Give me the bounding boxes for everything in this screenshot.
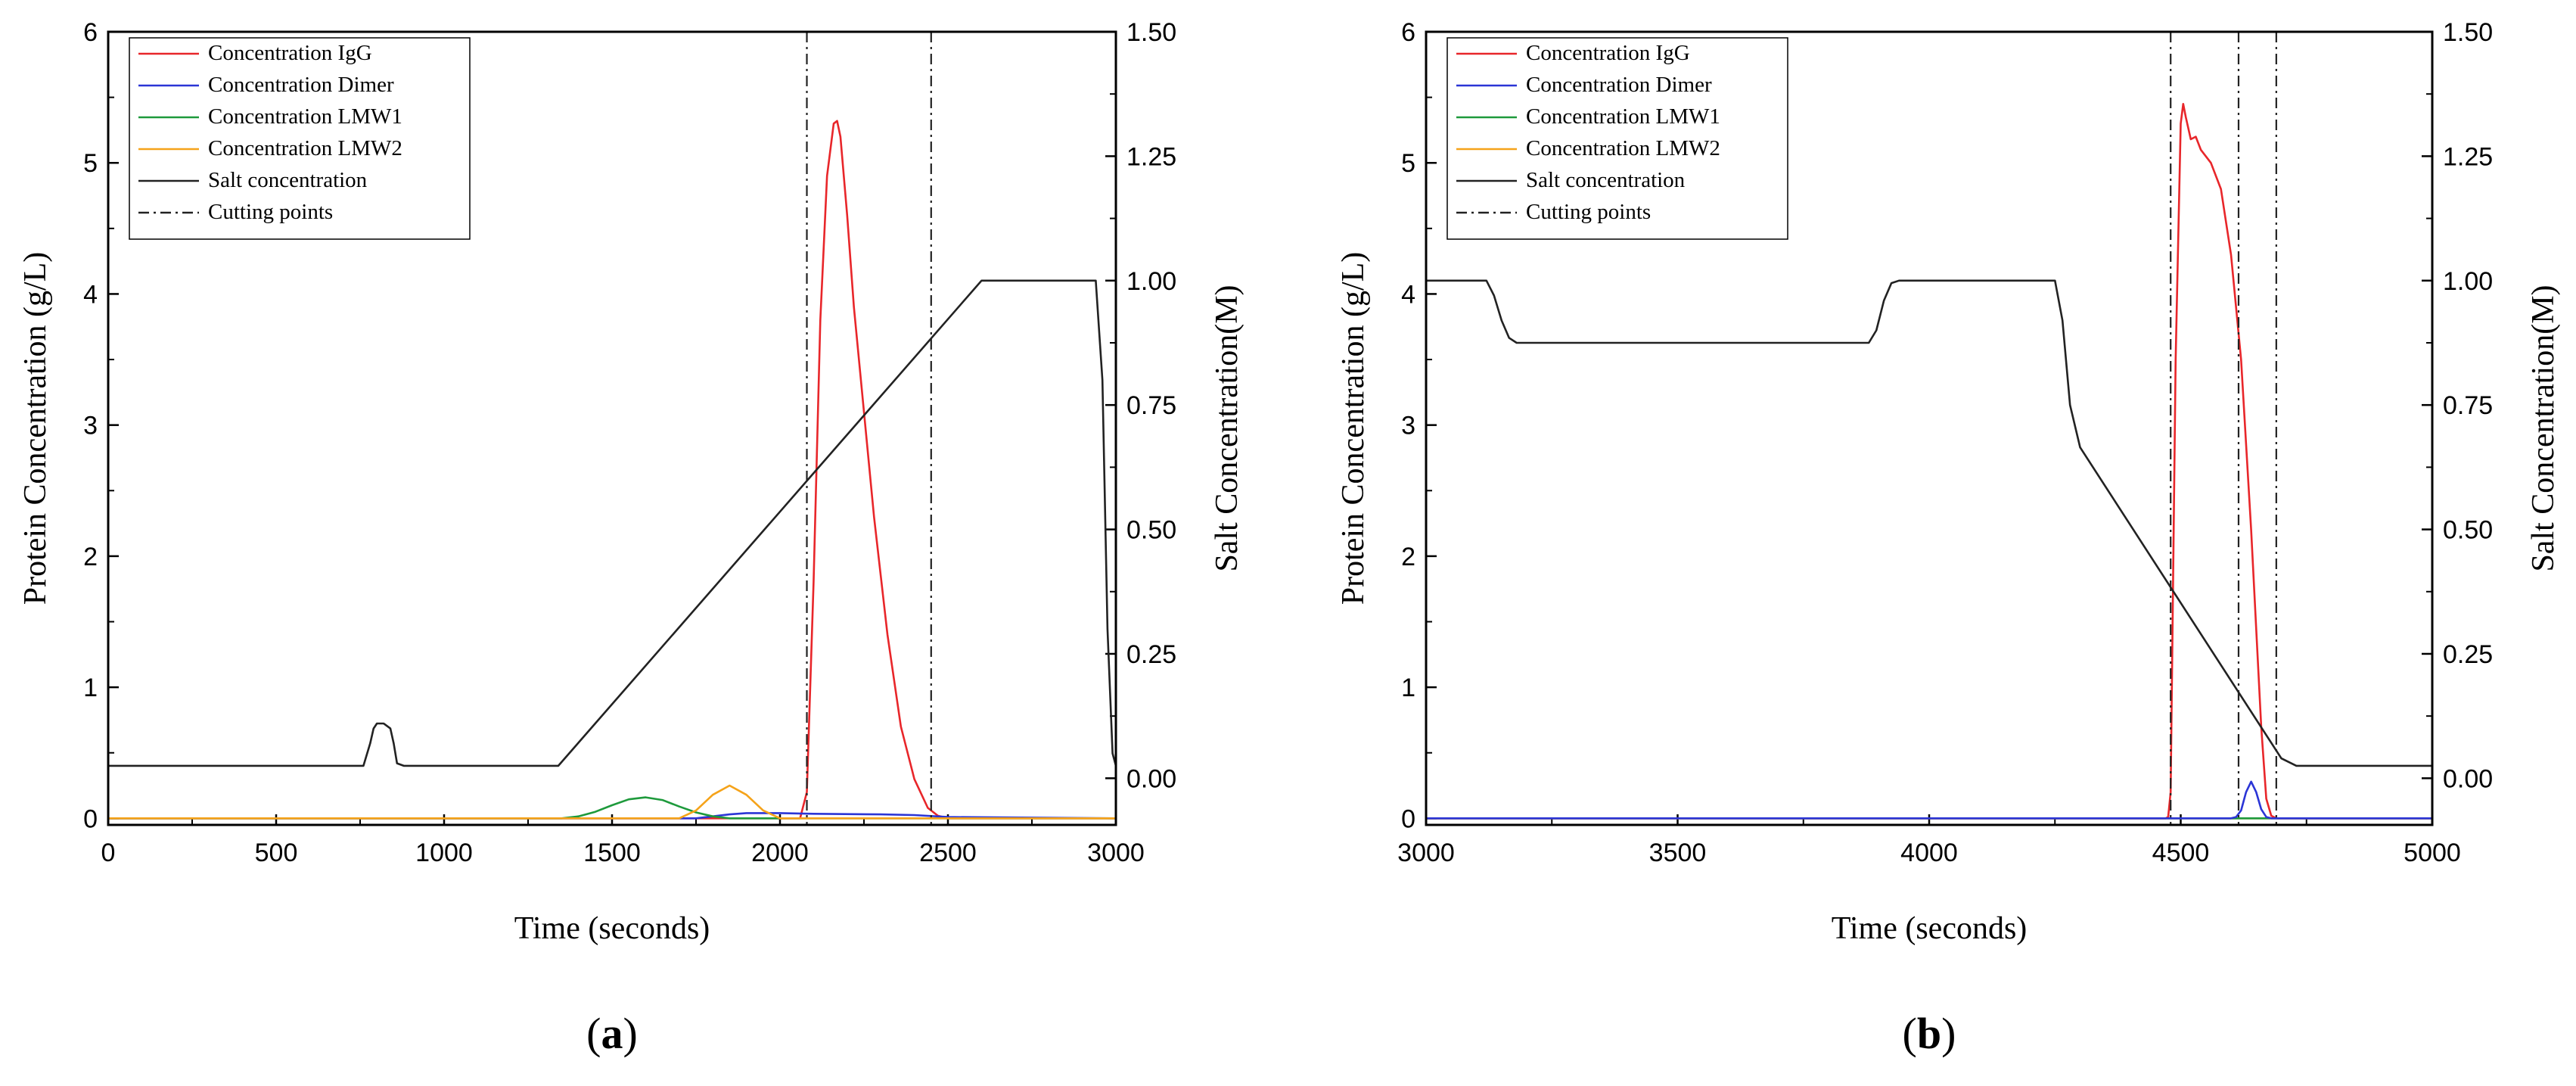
panel-a-y-tick-label: 4	[83, 280, 98, 309]
panel-a-legend-label: Cutting points	[208, 200, 333, 224]
panel-b-label-letter: b	[1917, 1009, 1941, 1058]
panel-a: 0 500 1000 1500 2000 2500 3000 0 1 2 3 4 5 6 0.00 0.25 0…	[18, 18, 1244, 1058]
panel-b-legend-label: Salt concentration	[1526, 168, 1686, 192]
panel-a-legend-label: Concentration Dimer	[208, 73, 394, 97]
panel-b-x-axis-title: Time (seconds)	[1832, 911, 2028, 946]
panel-a-y2-tick-label: 0.50	[1126, 516, 1176, 545]
panel-b-series-concentration-dimer	[1426, 780, 2432, 820]
panel-a-y-tick-label: 2	[83, 543, 98, 571]
panel-a-data	[108, 120, 1116, 820]
panel-a-y2-tick-label: 1.00	[1126, 267, 1176, 296]
panel-a-label-letter: a	[601, 1009, 623, 1058]
panel-a-series-concentration-dimer	[108, 812, 1116, 820]
panel-a-frame	[107, 30, 1117, 826]
panel-b-series-salt-concentration	[1426, 279, 2432, 767]
panel-b-data	[1426, 103, 2432, 820]
panel-b-y-tick-label: 0	[1401, 804, 1415, 833]
panel-a-y-tick-label: 1	[83, 674, 98, 702]
panel-b-x-tick-label: 3500	[1649, 839, 1707, 867]
panel-b-frame	[1425, 30, 2434, 826]
panel-a-x-tick-label: 1500	[583, 839, 641, 867]
panel-a-label-close: )	[623, 1009, 638, 1058]
panel-a-series-concentration-igg	[108, 120, 1116, 820]
panel-b-x-tick-label: 3000	[1397, 839, 1455, 867]
panel-b-x-tick-label: 4500	[2152, 839, 2210, 867]
panel-b-legend-label: Concentration Dimer	[1526, 73, 1712, 97]
panel-b-label-open: (	[1903, 1009, 1917, 1058]
panel-a-x-tick-label: 500	[255, 839, 298, 867]
panel-a-legend-label: Concentration LMW1	[208, 104, 402, 129]
panel-a-legend-label: Salt concentration	[208, 168, 368, 192]
panel-a-y-tick-label: 5	[83, 149, 98, 178]
panel-b-y-tick-label: 4	[1401, 280, 1415, 309]
panel-a-y2-tick-label: 0.25	[1126, 640, 1176, 669]
panel-a-x-axis-title: Time (seconds)	[514, 911, 710, 946]
panel-b-legend-label: Concentration IgG	[1526, 41, 1690, 65]
panel-b-y-axis-title: Protein Concentration (g/L)	[1336, 252, 1371, 605]
panel-b-legend-box	[1446, 37, 1788, 240]
panel-b-y-tick-label: 5	[1401, 149, 1415, 178]
panel-a-legend-box	[129, 37, 471, 240]
panel-a-x-tick-label: 2500	[919, 839, 977, 867]
panel-a-x-tick-label: 2000	[751, 839, 809, 867]
panel-b-legend-label: Concentration LMW1	[1526, 104, 1720, 129]
panel-b-label: (b)	[1903, 1009, 1956, 1058]
panel-b-y-tick-label: 6	[1401, 18, 1415, 47]
panel-a-y2-tick-label: 1.25	[1126, 142, 1176, 171]
panel-a-legend-label: Concentration LMW2	[208, 136, 402, 160]
panel-b-y2-tick-label: 0.00	[2443, 764, 2493, 793]
panel-a-y-axis-title: Protein Concentration (g/L)	[18, 252, 53, 605]
panel-a-y-tick-label: 3	[83, 412, 98, 440]
panel-a-y2-axis-title: Salt Concentration(M)	[1210, 285, 1244, 571]
panel-a-legend-label: Concentration IgG	[208, 41, 372, 65]
panel-a-series-salt-concentration	[108, 279, 1116, 767]
panel-a-y2-tick-label: 0.75	[1126, 391, 1176, 420]
panel-b-x-tick-label: 5000	[2404, 839, 2461, 867]
panel-b-y2-axis-title: Salt Concentration(M)	[2526, 285, 2561, 571]
panel-b-y-tick-label: 1	[1401, 674, 1415, 702]
panel-b-y2-tick-label: 0.25	[2443, 640, 2493, 669]
panel-a-y2-tick-label: 1.50	[1126, 18, 1176, 47]
panel-b-y2-tick-label: 1.00	[2443, 267, 2493, 296]
panel-b-y-tick-label: 2	[1401, 543, 1415, 571]
panel-a-label-open: (	[586, 1009, 601, 1058]
panel-a-x-tick-label: 0	[101, 839, 116, 867]
panel-a-x-tick-label: 1000	[415, 839, 473, 867]
panel-b-y2-tick-label: 1.50	[2443, 18, 2493, 47]
panel-b-y-tick-label: 3	[1401, 412, 1415, 440]
panel-a-y2-tick-label: 0.00	[1126, 764, 1176, 793]
panel-b-x-tick-label: 4000	[1900, 839, 1958, 867]
panel-a-x-tick-label: 3000	[1087, 839, 1145, 867]
panel-b-y2-tick-label: 0.50	[2443, 516, 2493, 545]
panel-a-series-concentration-lmw2	[108, 784, 1116, 820]
panel-a-y-tick-label: 0	[83, 804, 98, 833]
panel-b: 3000 3500 4000 4500 5000 0 1 2 3 4 5 6 0.00 0.25 0.50 0…	[1336, 18, 2561, 1058]
panel-b-label-close: )	[1941, 1009, 1956, 1058]
panel-a-y-tick-label: 6	[83, 18, 98, 47]
panel-a-series-concentration-lmw1	[108, 796, 1116, 820]
panel-b-y2-tick-label: 1.25	[2443, 142, 2493, 171]
panel-b-y2-tick-label: 0.75	[2443, 391, 2493, 420]
panel-a-label: (a)	[586, 1009, 638, 1058]
panel-b-legend-label: Concentration LMW2	[1526, 136, 1720, 160]
panel-b-series-concentration-igg	[1426, 103, 2432, 820]
panel-b-legend-label: Cutting points	[1526, 200, 1651, 224]
